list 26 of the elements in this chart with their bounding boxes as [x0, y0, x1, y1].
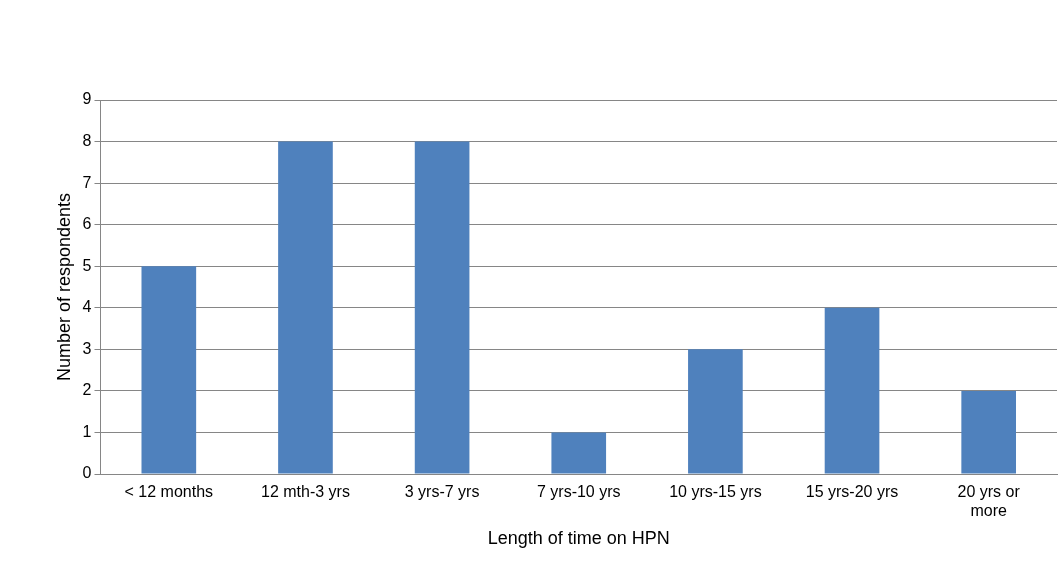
y-tick-label: 5: [82, 256, 92, 274]
bar: [688, 349, 743, 474]
y-tick-label: 0: [82, 464, 92, 482]
x-tick-label: 7 yrs-10 yrs: [536, 483, 621, 501]
x-tick-label: 15 yrs-20 yrs: [805, 483, 899, 501]
bar: [278, 141, 333, 474]
y-tick-label: 1: [82, 422, 92, 440]
x-tick-label: 20 yrs or more: [957, 483, 1021, 520]
y-tick-label: 6: [82, 215, 92, 233]
bar: [141, 266, 197, 474]
y-tick-label: 4: [82, 298, 92, 316]
bar: [414, 141, 470, 474]
y-tick-label: 7: [82, 173, 92, 191]
y-axis-title: Number of respondents: [53, 192, 74, 382]
bar: [824, 307, 880, 474]
y-tick-label: 3: [82, 339, 92, 357]
bar: [551, 432, 607, 474]
x-tick-label: < 12 months: [124, 483, 214, 501]
x-tick-label: 10 yrs-15 yrs: [669, 483, 762, 501]
y-tick-label: 2: [82, 381, 92, 399]
bar: [961, 390, 1017, 474]
x-tick-label: 12 mth-3 yrs: [261, 483, 350, 501]
x-axis-title: Length of time on HPN: [487, 528, 670, 549]
y-tick-label: 9: [82, 90, 92, 108]
y-tick-label: 8: [82, 131, 92, 149]
x-tick-label: 3 yrs-7 yrs: [404, 483, 480, 501]
